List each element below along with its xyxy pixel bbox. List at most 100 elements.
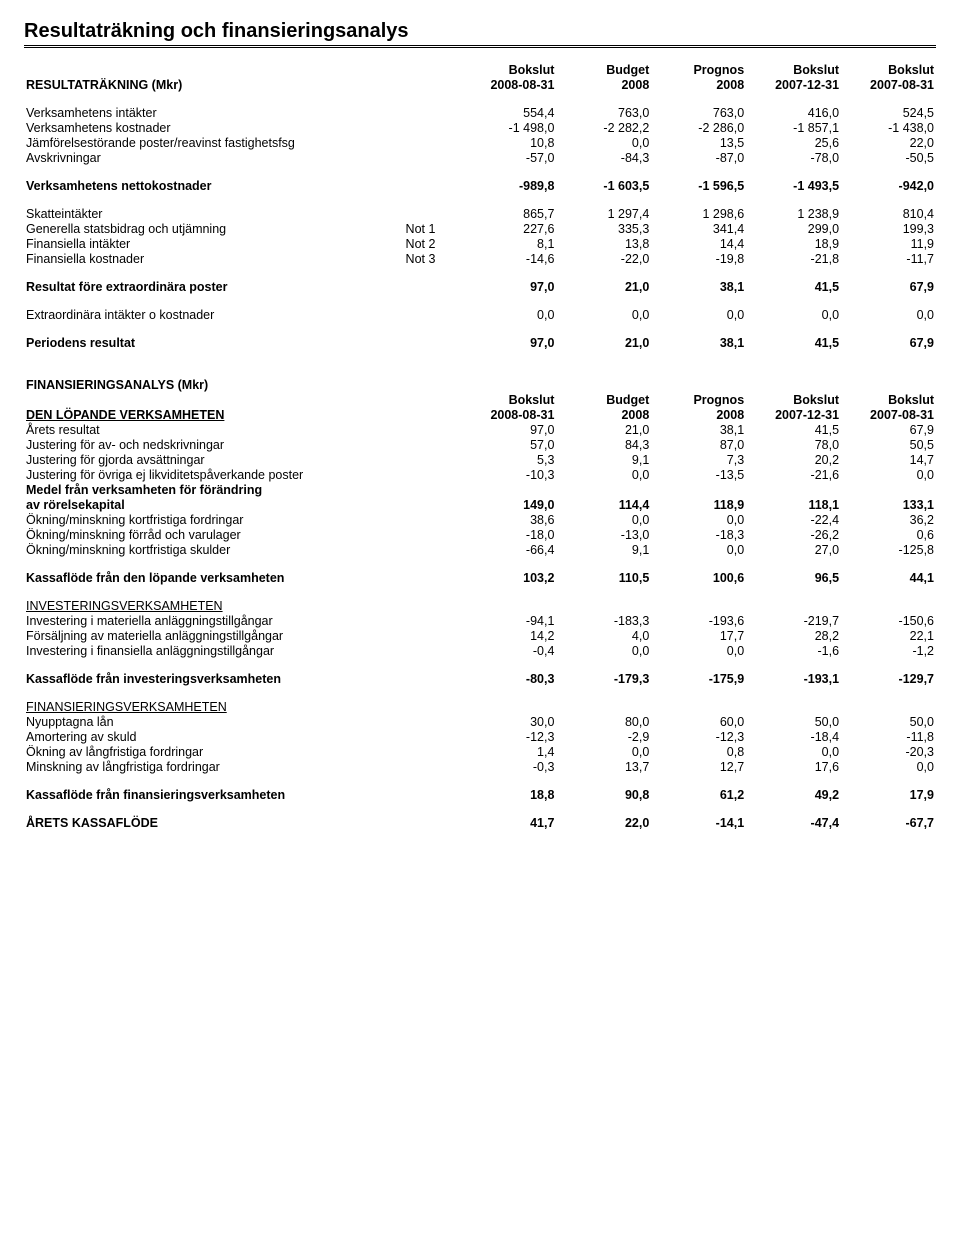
label: Justering för av- och nedskrivningar — [24, 437, 404, 452]
val: -66,4 — [462, 542, 557, 557]
val: 38,1 — [651, 335, 746, 350]
val: 1,4 — [462, 744, 557, 759]
val: 0,0 — [746, 307, 841, 322]
val: 18,8 — [462, 787, 557, 802]
val: 96,5 — [746, 570, 841, 585]
val: -129,7 — [841, 671, 936, 686]
val: -2 282,2 — [556, 120, 651, 135]
val: 27,0 — [746, 542, 841, 557]
val: 17,9 — [841, 787, 936, 802]
label: Kassaflöde från den löpande verksamheten — [24, 570, 404, 585]
row-fin-kostnader: Finansiella kostnader Not 3 -14,6 -22,0 … — [24, 251, 936, 266]
col: 2007-08-31 — [841, 407, 936, 422]
row-nettokostnader: Verksamhetens nettokostnader -989,8 -1 6… — [24, 178, 936, 193]
val: -0,4 — [462, 643, 557, 658]
val: 341,4 — [651, 221, 746, 236]
val: 38,1 — [651, 279, 746, 294]
val: 149,0 — [462, 497, 557, 512]
val: 0,0 — [651, 643, 746, 658]
val: -26,2 — [746, 527, 841, 542]
val: 67,9 — [841, 335, 936, 350]
val: 18,9 — [746, 236, 841, 251]
label: Avskrivningar — [24, 150, 404, 165]
val: 78,0 — [746, 437, 841, 452]
col: 2007-12-31 — [746, 407, 841, 422]
val: 554,4 — [462, 105, 557, 120]
section1-heading: RESULTATRÄKNING (Mkr) — [24, 77, 404, 92]
val: 0,0 — [746, 744, 841, 759]
label: Justering för övriga ej likviditetspåver… — [24, 467, 404, 482]
val: -193,1 — [746, 671, 841, 686]
col: 2008 — [556, 407, 651, 422]
row-extraordinara: Extraordinära intäkter o kostnader 0,0 0… — [24, 307, 936, 322]
val: -18,4 — [746, 729, 841, 744]
val: -150,6 — [841, 613, 936, 628]
val: 38,6 — [462, 512, 557, 527]
label: Ökning/minskning förråd och varulager — [24, 527, 404, 542]
val: -22,4 — [746, 512, 841, 527]
val: 44,1 — [841, 570, 936, 585]
row-kort-fordr: Ökning/minskning kortfristiga fordringar… — [24, 512, 936, 527]
val: 13,8 — [556, 236, 651, 251]
row-inv-fin: Investering i finansiella anläggningstil… — [24, 643, 936, 658]
label: Ökning av långfristiga fordringar — [24, 744, 404, 759]
val: 49,2 — [746, 787, 841, 802]
row-jamforelse: Jämförelsestörande poster/reavinst fasti… — [24, 135, 936, 150]
label: Minskning av långfristiga fordringar — [24, 759, 404, 774]
val: 0,0 — [556, 744, 651, 759]
sub-lopande: DEN LÖPANDE VERKSAMHETEN — [26, 408, 224, 422]
val: 810,4 — [841, 206, 936, 221]
sec2-col-top: Bokslut Budget Prognos Bokslut Bokslut — [24, 392, 936, 407]
val: 17,6 — [746, 759, 841, 774]
val: 60,0 — [651, 714, 746, 729]
val: -84,3 — [556, 150, 651, 165]
val: 100,6 — [651, 570, 746, 585]
val: 21,0 — [556, 335, 651, 350]
row-fin-intakter: Finansiella intäkter Not 2 8,1 13,8 14,4… — [24, 236, 936, 251]
section2-heading-row: FINANSIERINGSANALYS (Mkr) — [24, 377, 936, 392]
sub-fin: FINANSIERINGSVERKSAMHETEN — [24, 699, 936, 714]
val: 199,3 — [841, 221, 936, 236]
val: 133,1 — [841, 497, 936, 512]
col2-top: Budget — [556, 62, 651, 77]
row-forrad: Ökning/minskning förråd och varulager -1… — [24, 527, 936, 542]
val: 90,8 — [556, 787, 651, 802]
note: Not 1 — [404, 221, 462, 236]
label: Amortering av skuld — [24, 729, 404, 744]
row-kassa-invest: Kassaflöde från investeringsverksamheten… — [24, 671, 936, 686]
val: 0,0 — [556, 512, 651, 527]
val: 118,9 — [651, 497, 746, 512]
val: -2 286,0 — [651, 120, 746, 135]
row-nyupptagna: Nyupptagna lån 30,0 80,0 60,0 50,0 50,0 — [24, 714, 936, 729]
col: Bokslut — [746, 392, 841, 407]
val: -2,9 — [556, 729, 651, 744]
val: 1 297,4 — [556, 206, 651, 221]
val: 50,0 — [746, 714, 841, 729]
label: Verksamhetens kostnader — [24, 120, 404, 135]
val: 524,5 — [841, 105, 936, 120]
label: Verksamhetens nettokostnader — [24, 178, 404, 193]
label: Resultat före extraordinära poster — [24, 279, 404, 294]
val: -94,1 — [462, 613, 557, 628]
val: 25,6 — [746, 135, 841, 150]
val: -1 498,0 — [462, 120, 557, 135]
val: -50,5 — [841, 150, 936, 165]
val: 17,7 — [651, 628, 746, 643]
label: Kassaflöde från investeringsverksamheten — [24, 671, 404, 686]
row-okning-lang: Ökning av långfristiga fordringar 1,4 0,… — [24, 744, 936, 759]
val: 0,0 — [651, 307, 746, 322]
val: -1 493,5 — [746, 178, 841, 193]
sub-label: FINANSIERINGSVERKSAMHETEN — [26, 700, 227, 714]
val: 0,0 — [462, 307, 557, 322]
row-skatteintakter: Skatteintäkter 865,7 1 297,4 1 298,6 1 2… — [24, 206, 936, 221]
label: Jämförelsestörande poster/reavinst fasti… — [24, 135, 404, 150]
val: 118,1 — [746, 497, 841, 512]
val: -942,0 — [841, 178, 936, 193]
val: 335,3 — [556, 221, 651, 236]
row-kassa-fin: Kassaflöde från finansieringsverksamhete… — [24, 787, 936, 802]
val: -20,3 — [841, 744, 936, 759]
val: 0,0 — [556, 643, 651, 658]
label: Ökning/minskning kortfristiga fordringar — [24, 512, 404, 527]
label: Finansiella intäkter — [24, 236, 404, 251]
val: -11,7 — [841, 251, 936, 266]
